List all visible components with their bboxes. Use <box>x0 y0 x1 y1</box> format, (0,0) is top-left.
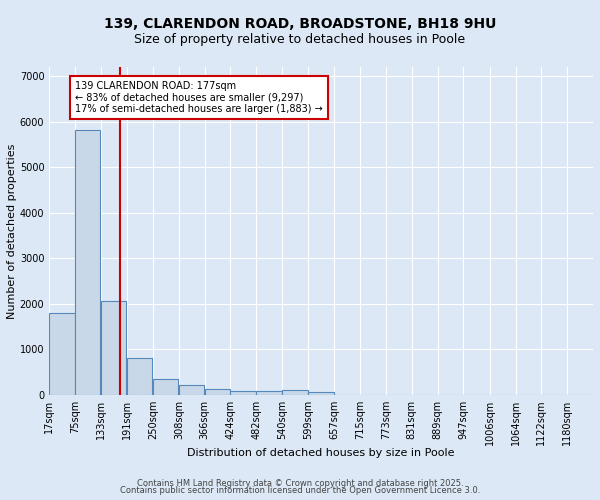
Bar <box>256 392 282 395</box>
Text: 139, CLARENDON ROAD, BROADSTONE, BH18 9HU: 139, CLARENDON ROAD, BROADSTONE, BH18 9H… <box>104 18 496 32</box>
Bar <box>153 379 178 395</box>
Text: Contains public sector information licensed under the Open Government Licence 3.: Contains public sector information licen… <box>120 486 480 495</box>
Bar <box>49 314 74 395</box>
Bar <box>127 358 152 395</box>
Bar <box>179 385 204 395</box>
Text: Contains HM Land Registry data © Crown copyright and database right 2025.: Contains HM Land Registry data © Crown c… <box>137 478 463 488</box>
Y-axis label: Number of detached properties: Number of detached properties <box>7 143 17 318</box>
Bar <box>75 130 100 395</box>
Text: Size of property relative to detached houses in Poole: Size of property relative to detached ho… <box>134 32 466 46</box>
Bar <box>101 301 126 395</box>
Bar <box>205 390 230 395</box>
X-axis label: Distribution of detached houses by size in Poole: Distribution of detached houses by size … <box>187 448 455 458</box>
Bar <box>308 392 334 395</box>
Text: 139 CLARENDON ROAD: 177sqm
← 83% of detached houses are smaller (9,297)
17% of s: 139 CLARENDON ROAD: 177sqm ← 83% of deta… <box>75 80 323 114</box>
Bar <box>282 390 308 395</box>
Bar <box>230 390 256 395</box>
